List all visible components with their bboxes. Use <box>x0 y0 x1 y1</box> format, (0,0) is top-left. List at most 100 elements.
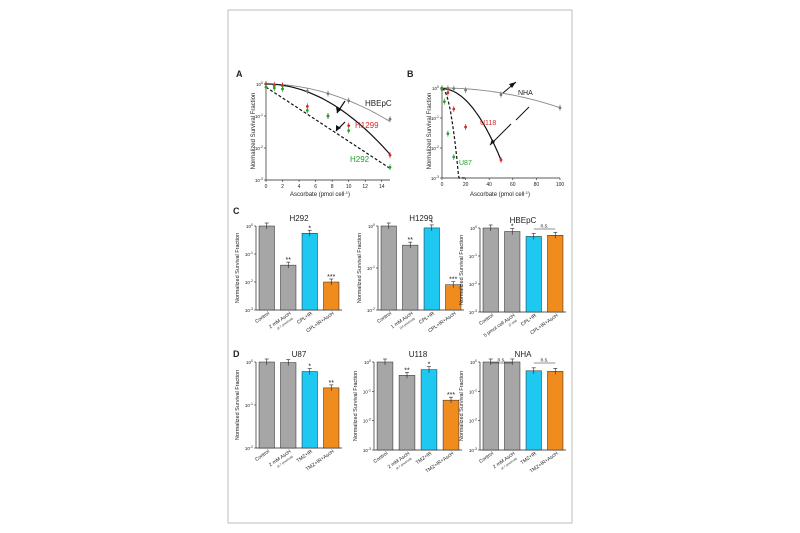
a-ytick-label: 100 <box>256 81 263 87</box>
curve-h1299 <box>266 83 391 155</box>
bars-h292-significance: ** <box>286 257 292 264</box>
bars-nha-bar <box>482 361 499 451</box>
bars-hbepc-title: HBEpC <box>510 216 537 225</box>
bars-hbepc-ytick-label-exp: 0 <box>475 225 477 229</box>
bars-u118-ylabel: Normalized Survival Fraction <box>353 371 359 441</box>
bars-u87-bar <box>280 362 297 449</box>
bars-u87-ylabel: Normalized Survival Fraction <box>235 370 241 440</box>
bars-h1299-bar <box>402 244 419 311</box>
panel-b-points <box>440 85 562 163</box>
bars-u87-significance: * <box>308 364 311 371</box>
a-ytick-label-base: 10 <box>255 178 261 183</box>
bars-u118-ytick-label-base: 10 <box>363 389 369 394</box>
bars-h292-ytick-label-base: 10 <box>245 280 251 285</box>
x-tick-label: 10 <box>346 184 352 190</box>
point-u118 <box>499 158 503 162</box>
bars-hbepc-ytick-label: 10-2 <box>469 281 477 287</box>
bars-u118-ytick-label: 10-2 <box>363 418 371 424</box>
bars-h292-ytick-label-exp: -3 <box>250 307 253 311</box>
label-hbepc: HBEpC <box>365 99 392 108</box>
point-nha <box>558 106 562 110</box>
panel-a-xlabel: Ascorbate (pmol cell-1) <box>290 190 350 198</box>
bars-h1299-title: H1299 <box>409 214 433 223</box>
bars-u87-ytick-label-exp: 0 <box>251 359 253 363</box>
bars-h1299-ytick-label-base: 10 <box>367 308 373 313</box>
b-ytick-label-base: 10 <box>431 116 437 121</box>
bars-h292-ytick-label: 10-3 <box>245 307 253 313</box>
bars-nha-ytick-label-base: 10 <box>470 360 476 365</box>
point-u118 <box>464 125 467 129</box>
a-ytick-label-exp: -3 <box>260 177 263 181</box>
bars-h292-ytick-label: 10-2 <box>245 279 253 285</box>
bars-u118-ytick-label-exp: -3 <box>368 447 371 451</box>
bars-u118-bar <box>376 361 394 451</box>
bars-u87-bar <box>323 387 340 449</box>
point-h1299 <box>388 153 392 157</box>
point-h1299 <box>347 124 351 128</box>
point-nha <box>499 93 503 97</box>
bars-h292-bar <box>323 281 340 311</box>
bars-nha-ytick-label: 10-1 <box>469 388 477 394</box>
point-hbepc <box>347 99 351 103</box>
panel-letter-c: C <box>233 206 240 216</box>
a-ytick-label-exp: 0 <box>261 81 263 85</box>
bars-u118-ytick-label-exp: -2 <box>368 418 371 422</box>
bars-u118-ytick-label-exp: 0 <box>369 359 371 363</box>
point-h1299 <box>281 84 284 87</box>
bars-h292-ytick-label-base: 10 <box>245 308 251 313</box>
panel-a-ylabel: Normalized Survival Fraction <box>251 93 257 170</box>
bars-h1299-ytick-label-base: 10 <box>367 266 373 271</box>
bars-hbepc-bar <box>525 236 542 313</box>
bars-h292-ytick-label-exp: -1 <box>250 251 253 255</box>
bars-u118-bar <box>442 399 460 451</box>
b-ytick-label-exp: 0 <box>437 85 439 89</box>
bars-u87-ytick-label: 10-1 <box>245 402 253 408</box>
x-tick-label: 2 <box>281 184 284 190</box>
bars-nha-bar <box>504 361 521 451</box>
x-tick-label: 80 <box>534 182 540 188</box>
bars-u87-ytick-label-base: 10 <box>245 403 251 408</box>
bars-h292-ytick-label: 100 <box>246 223 253 229</box>
bars-hbepc-significance: * <box>511 223 514 230</box>
point-h292 <box>388 165 392 169</box>
bars-h1299-ytick-label-exp: -1 <box>372 265 375 269</box>
b-ytick-label: 10-2 <box>431 145 439 151</box>
bars-u87-ytick-label-base: 10 <box>245 446 251 451</box>
bars-u118-title: U118 <box>409 350 428 359</box>
bars-h1299-significance: *** <box>449 277 457 284</box>
curve-u87 <box>441 88 466 179</box>
point-hbepc <box>305 89 309 93</box>
curve-u118 <box>442 88 502 161</box>
bars-hbepc-ytick-label-base: 10 <box>469 254 475 259</box>
point-h1299 <box>305 104 309 108</box>
panel-b-xlabel-end: ) <box>528 192 530 198</box>
bars-h292-ytick-label-base: 10 <box>246 224 252 229</box>
a-ytick-label-exp: -2 <box>260 145 263 149</box>
bars-u87-ytick-label: 10-2 <box>245 445 253 451</box>
bars-hbepc-bar <box>482 227 499 313</box>
panel-letter-d: D <box>233 349 240 359</box>
point-u118 <box>452 107 456 111</box>
bars-h292-significance: *** <box>327 274 335 281</box>
bars-nha-ytick-label: 10-3 <box>469 447 477 453</box>
bars-u118-significance: ** <box>404 367 410 374</box>
point-h292 <box>326 114 330 118</box>
bars-h1299-ytick-label-exp: -2 <box>372 307 375 311</box>
bars-u118-ytick-label-base: 10 <box>363 448 369 453</box>
panel-a-arrows <box>335 100 346 132</box>
x-tick-label: 0 <box>265 184 268 190</box>
bars-nha-bracket-label: n.s. <box>540 358 548 364</box>
bars-u87-ytick-label-exp: -2 <box>250 445 253 449</box>
b-ytick-label-exp: -2 <box>436 145 439 149</box>
a-ytick-label: 10-3 <box>255 177 263 183</box>
bars-u118-significance: * <box>428 362 431 369</box>
bars-nha-ytick-label-base: 10 <box>469 448 475 453</box>
label-u118: U118 <box>480 120 496 127</box>
b-ytick-label-base: 10 <box>431 146 437 151</box>
bars-nha-bracket-label: n.s. <box>497 358 505 364</box>
bars-h292-significance: * <box>308 225 311 232</box>
bars-u87-significance: ** <box>329 380 335 387</box>
arrow-b2 <box>515 106 530 121</box>
